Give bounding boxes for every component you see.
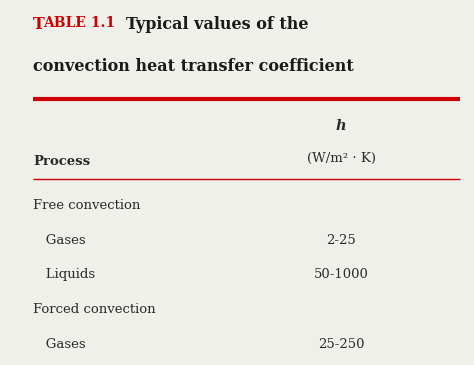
Text: Typical values of the: Typical values of the (126, 16, 308, 34)
Text: Process: Process (33, 155, 91, 168)
Text: convection heat transfer coefficient: convection heat transfer coefficient (33, 58, 354, 76)
Text: Gases: Gases (33, 338, 86, 351)
Text: 25-250: 25-250 (318, 338, 365, 351)
Text: h: h (336, 119, 346, 132)
Text: 2-25: 2-25 (327, 234, 356, 247)
Text: Gases: Gases (33, 234, 86, 247)
Text: T: T (33, 16, 45, 34)
Text: Forced convection: Forced convection (33, 303, 156, 316)
Text: Free convection: Free convection (33, 199, 141, 212)
Text: 50-1000: 50-1000 (314, 268, 369, 281)
Text: (W/m² · K): (W/m² · K) (307, 151, 376, 165)
Text: ABLE 1.1: ABLE 1.1 (44, 16, 116, 30)
Text: Liquids: Liquids (33, 268, 95, 281)
